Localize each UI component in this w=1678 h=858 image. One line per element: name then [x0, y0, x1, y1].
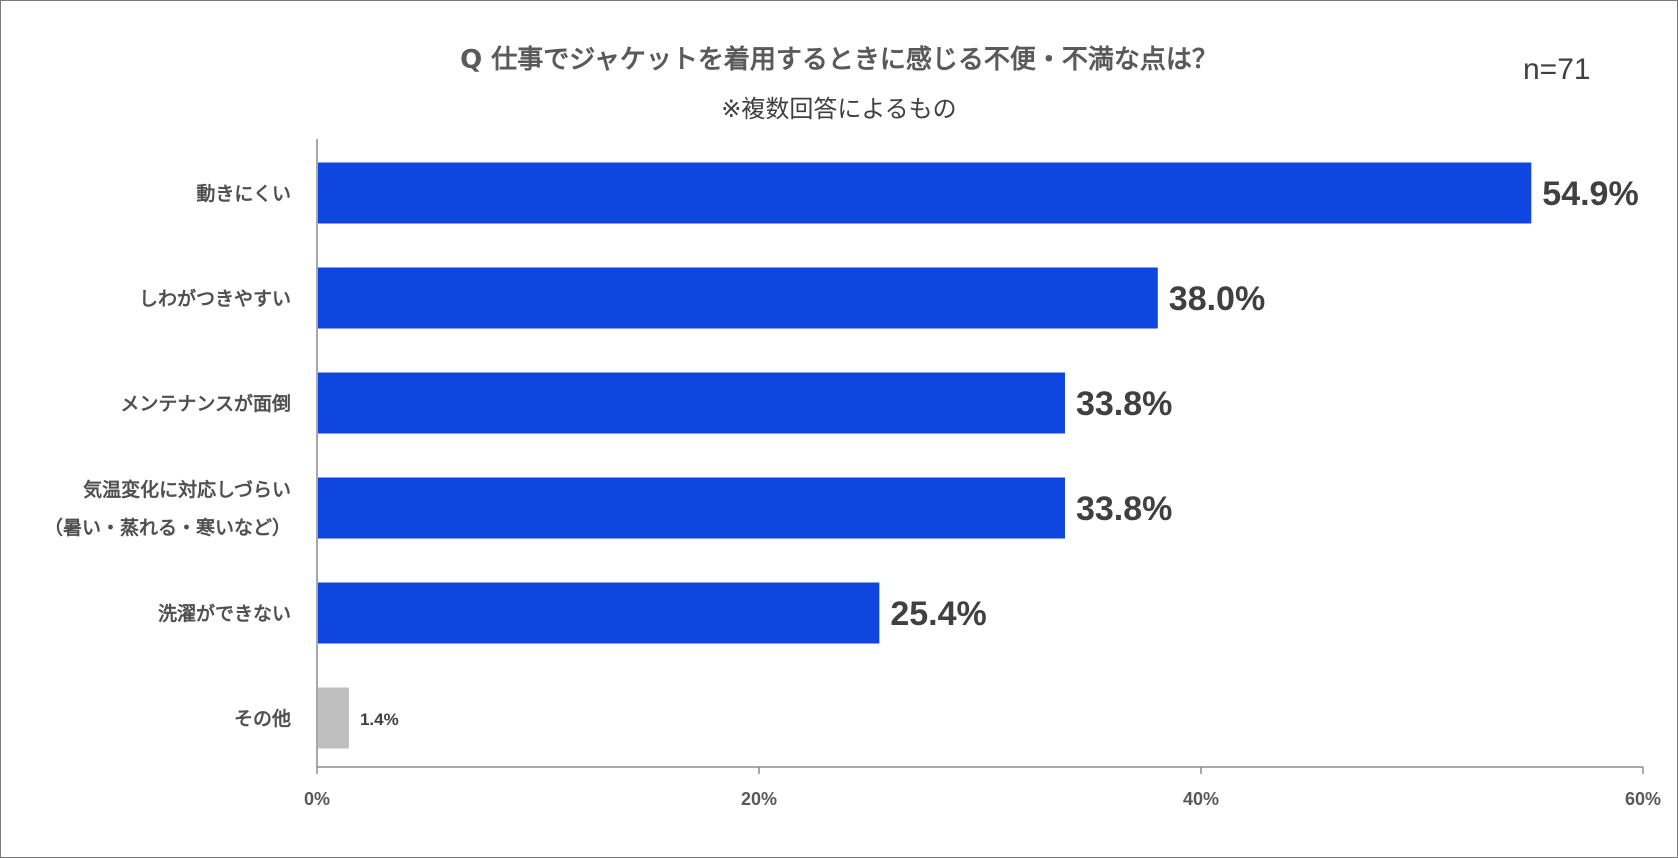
- bar: [318, 372, 1065, 434]
- value-label: 33.8%: [1076, 385, 1172, 423]
- chart-subtitle: ※複数回答によるもの: [721, 95, 957, 123]
- bar: [318, 687, 349, 749]
- value-label: 54.9%: [1542, 175, 1638, 213]
- sample-size: n=71: [1523, 53, 1591, 86]
- bar: [318, 267, 1158, 329]
- category-label: 洗濯ができない: [158, 602, 291, 625]
- x-tick-label: 20%: [741, 789, 777, 809]
- x-tick-label: 40%: [1183, 789, 1219, 809]
- bar: [318, 162, 1532, 224]
- value-label: 33.8%: [1076, 490, 1172, 528]
- value-label: 38.0%: [1169, 280, 1265, 318]
- category-label: 動きにくい: [196, 183, 291, 205]
- value-label: 1.4%: [360, 710, 399, 729]
- category-label: その他: [234, 707, 291, 730]
- category-label: メンテナンスが面倒: [120, 392, 291, 415]
- value-label: 25.4%: [890, 595, 986, 633]
- category-label: しわがつきやすい: [139, 287, 291, 310]
- x-tick-label: 0%: [304, 789, 330, 809]
- chart-title: Q 仕事でジャケットを着用するときに感じる不便・不満な点は？: [460, 45, 1218, 75]
- category-label: （暑い・蒸れる・寒いなど）: [44, 516, 291, 539]
- category-label: 気温変化に対応しづらい: [83, 478, 291, 501]
- bar: [318, 582, 880, 644]
- x-tick-label: 60%: [1625, 789, 1661, 809]
- bar: [318, 477, 1065, 539]
